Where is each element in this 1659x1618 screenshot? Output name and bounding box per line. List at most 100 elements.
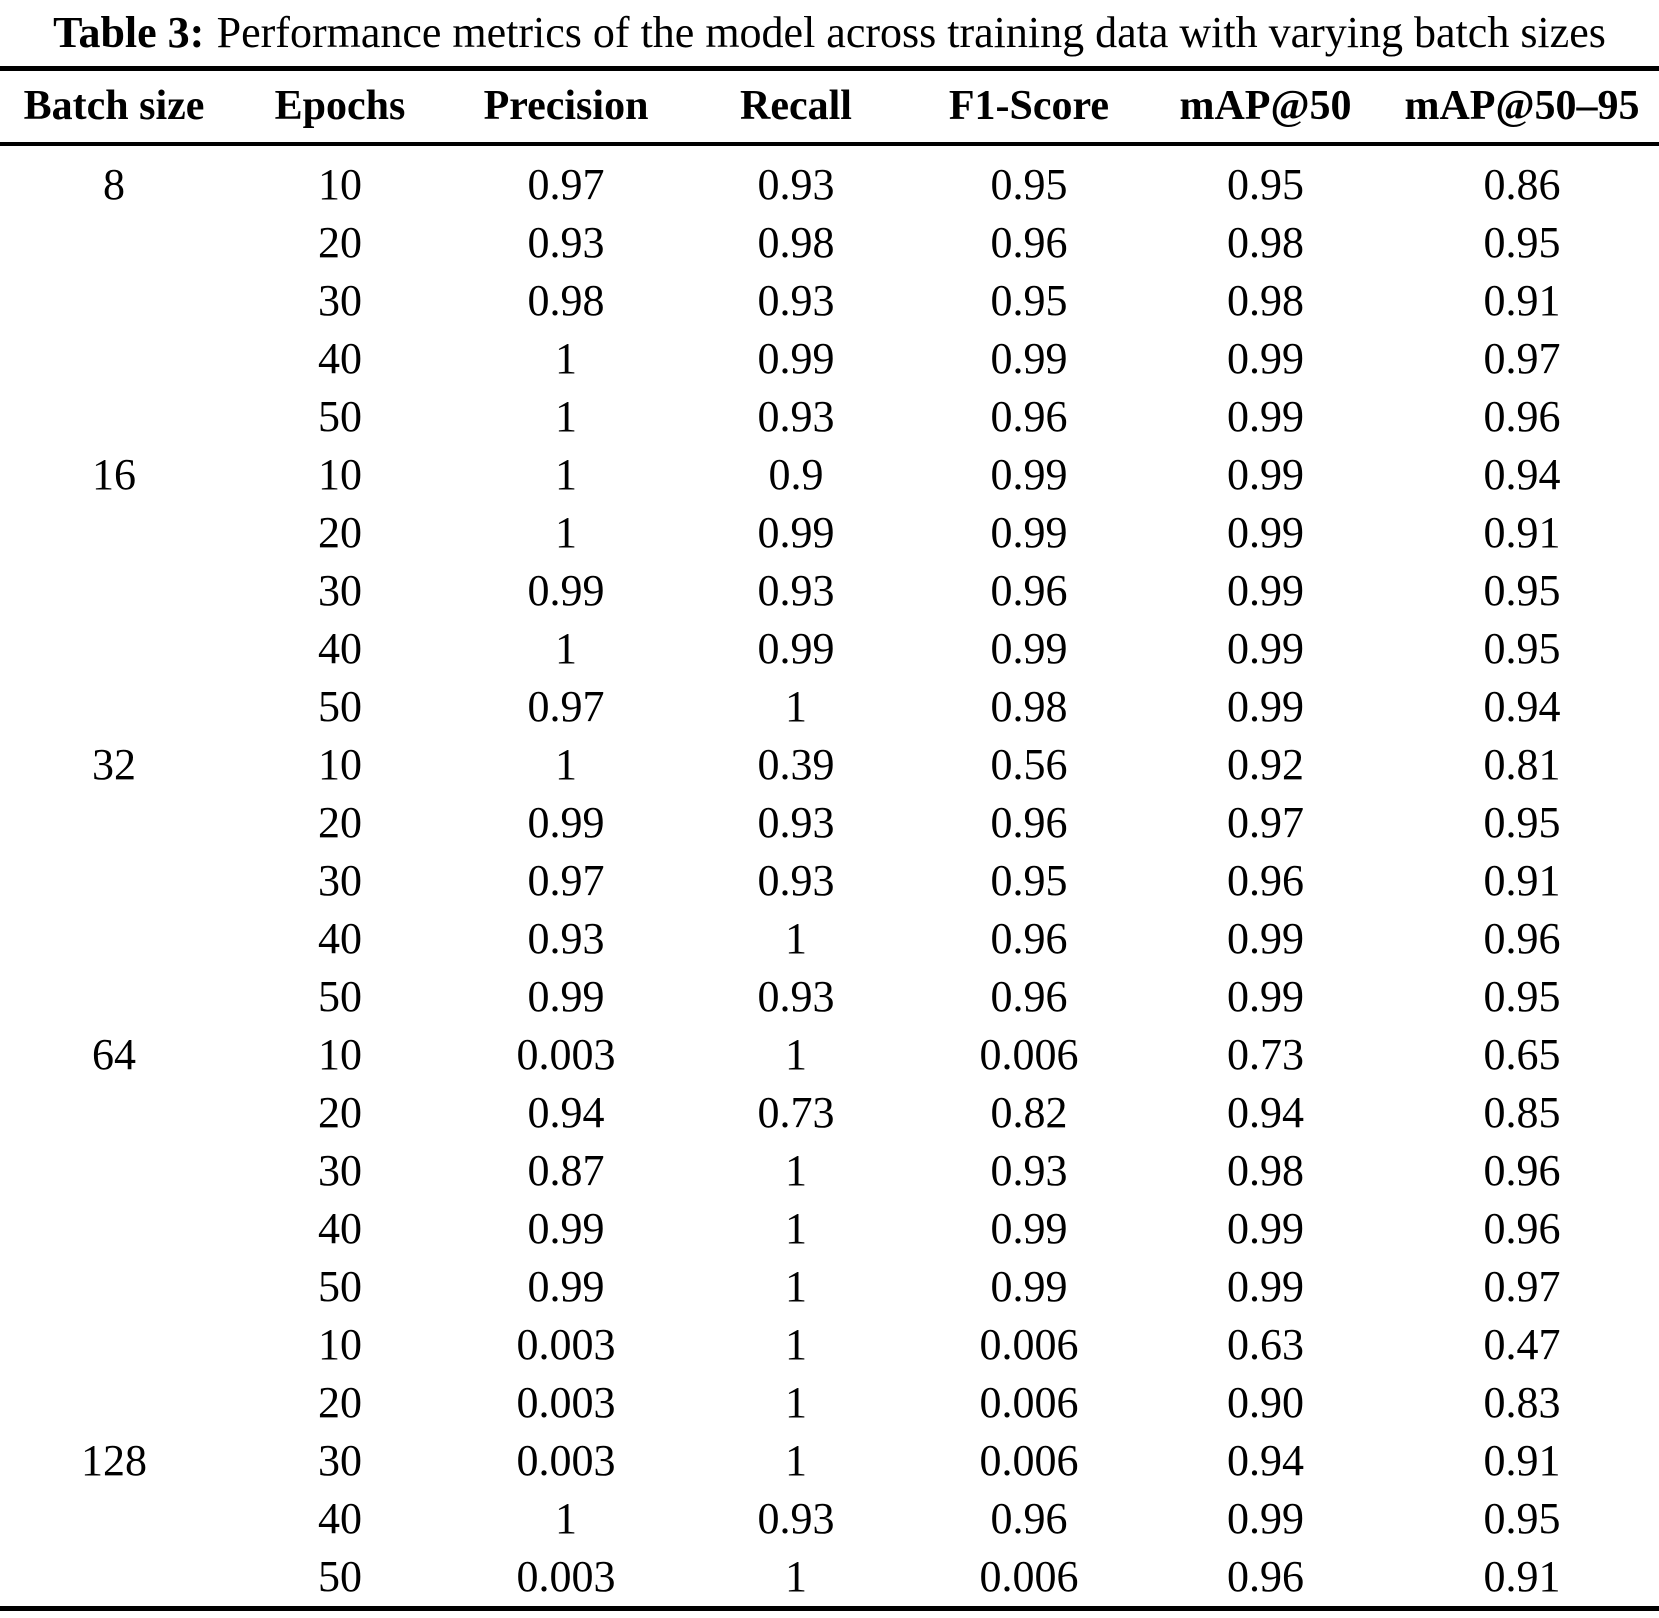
metric-cell: 0.95 (1483, 1493, 1561, 1543)
metric-cell: 0.99 (990, 623, 1068, 673)
metric-cell: 0.97 (1227, 797, 1304, 847)
metric-cell: 0.96 (1483, 391, 1561, 441)
metric-cell: 0.97 (527, 159, 605, 209)
metric-cell: 0.95 (990, 855, 1068, 905)
metric-cell: 0.96 (990, 797, 1068, 847)
metric-cell: 0.95 (1483, 797, 1561, 847)
table-row-batch-64-epoch-40: 40 0.99 1 0.99 0.99 0.96 (0, 1200, 1659, 1258)
epochs-cell: 50 (318, 971, 362, 1021)
metric-cell: 0.003 (516, 1319, 616, 1369)
metric-cell: 0.9 (768, 449, 824, 499)
metric-cell: 0.91 (1483, 275, 1561, 325)
epochs-cell: 20 (318, 797, 362, 847)
metric-cell: 0.97 (1483, 333, 1561, 383)
metric-cell: 0.47 (1483, 1319, 1561, 1369)
metric-cell: 0.94 (1227, 1435, 1304, 1485)
metric-cell: 0.96 (990, 391, 1068, 441)
batch-size-cell (0, 968, 228, 1026)
metric-cell: 1 (555, 449, 577, 499)
table-row-batch-32-epoch-50: 50 0.99 0.93 0.96 0.99 0.95 (0, 968, 1659, 1026)
metric-cell: 1 (555, 507, 577, 557)
column-header-epochs: Epochs (228, 68, 452, 146)
metric-cell: 0.81 (1483, 739, 1561, 789)
metric-cell: 0.99 (527, 971, 605, 1021)
metric-cell: 1 (785, 1435, 807, 1485)
metric-cell: 0.90 (1227, 1377, 1304, 1427)
metric-cell: 0.93 (757, 391, 835, 441)
epochs-cell: 20 (318, 1087, 362, 1137)
metric-cell: 0.83 (1483, 1377, 1561, 1427)
metric-cell: 0.94 (1483, 681, 1561, 731)
metric-cell: 0.97 (1483, 1261, 1561, 1311)
metric-cell: 0.99 (1227, 1493, 1304, 1543)
batch-size-cell (0, 562, 228, 620)
metric-cell: 0.99 (1227, 565, 1304, 615)
metric-cell: 0.99 (1227, 971, 1304, 1021)
epochs-cell: 10 (318, 739, 362, 789)
metric-cell: 0.95 (1483, 971, 1561, 1021)
metric-cell: 0.98 (1227, 217, 1304, 267)
table-row-batch-32-epoch-20: 20 0.99 0.93 0.96 0.97 0.95 (0, 794, 1659, 852)
metric-cell: 0.97 (527, 681, 605, 731)
epochs-cell: 30 (318, 1435, 362, 1485)
epochs-cell: 40 (318, 333, 362, 383)
metric-cell: 1 (785, 1551, 807, 1601)
metric-cell: 0.95 (990, 159, 1068, 209)
table-row-batch-16-epoch-20: 20 1 0.99 0.99 0.99 0.91 (0, 504, 1659, 562)
metric-cell: 1 (555, 1493, 577, 1543)
epochs-cell: 50 (318, 391, 362, 441)
batch-size-cell (0, 388, 228, 446)
metric-cell: 0.98 (757, 217, 835, 267)
table-row-batch-64-epoch-20: 20 0.94 0.73 0.82 0.94 0.85 (0, 1084, 1659, 1142)
metric-cell: 0.39 (757, 739, 835, 789)
table-row-batch-8-epoch-30: 30 0.98 0.93 0.95 0.98 0.91 (0, 272, 1659, 330)
metric-cell: 0.99 (990, 1203, 1068, 1253)
column-header-precision: Precision (452, 68, 680, 146)
table-row-batch-128-epoch-30: 128 30 0.003 1 0.006 0.94 0.91 (0, 1432, 1659, 1490)
metric-cell: 0.99 (1227, 1203, 1304, 1253)
table-row-batch-8-epoch-10: 8 10 0.97 0.93 0.95 0.95 0.86 (0, 144, 1659, 214)
metric-cell: 0.99 (527, 565, 605, 615)
metric-cell: 1 (555, 333, 577, 383)
metric-cell: 0.93 (527, 217, 605, 267)
metric-cell: 0.99 (1227, 1261, 1304, 1311)
epochs-cell: 40 (318, 1203, 362, 1253)
batch-size-cell (0, 794, 228, 852)
performance-metrics-table: Batch size Epochs Precision Recall F1-Score m… (0, 66, 1659, 1611)
metric-cell: 0.99 (1227, 391, 1304, 441)
metric-cell: 0.87 (527, 1145, 605, 1195)
epochs-cell: 50 (318, 1551, 362, 1601)
metric-cell: 0.99 (990, 1261, 1068, 1311)
metric-cell: 0.99 (527, 797, 605, 847)
metric-cell: 0.86 (1483, 159, 1561, 209)
batch-size-cell (0, 1200, 228, 1258)
metric-cell: 0.93 (757, 797, 835, 847)
batch-size-cell: 8 (103, 159, 125, 209)
metric-cell: 0.99 (1227, 333, 1304, 383)
metric-cell: 0.96 (1483, 1203, 1561, 1253)
metric-cell: 0.73 (757, 1087, 835, 1137)
metric-cell: 0.93 (527, 913, 605, 963)
metric-cell: 0.99 (990, 449, 1068, 499)
metric-cell: 1 (785, 1319, 807, 1369)
metric-cell: 0.99 (527, 1203, 605, 1253)
batch-size-cell (0, 1316, 228, 1374)
metric-cell: 0.94 (527, 1087, 605, 1137)
batch-size-cell (0, 1490, 228, 1548)
metric-cell: 1 (555, 391, 577, 441)
table-row-batch-32-epoch-30: 30 0.97 0.93 0.95 0.96 0.91 (0, 852, 1659, 910)
column-header-f1-score: F1-Score (912, 68, 1146, 146)
metric-cell: 0.93 (990, 1145, 1068, 1195)
batch-size-cell (0, 620, 228, 678)
epochs-cell: 30 (318, 1145, 362, 1195)
metric-cell: 0.93 (757, 1493, 835, 1543)
metric-cell: 0.96 (990, 913, 1068, 963)
table-caption-label: Table 3: (53, 8, 205, 57)
metric-cell: 0.006 (979, 1319, 1079, 1369)
metric-cell: 1 (555, 623, 577, 673)
epochs-cell: 40 (318, 913, 362, 963)
metric-cell: 0.96 (1483, 1145, 1561, 1195)
metric-cell: 0.93 (757, 159, 835, 209)
metric-cell: 0.96 (1227, 1551, 1304, 1601)
metric-cell: 0.99 (757, 333, 835, 383)
